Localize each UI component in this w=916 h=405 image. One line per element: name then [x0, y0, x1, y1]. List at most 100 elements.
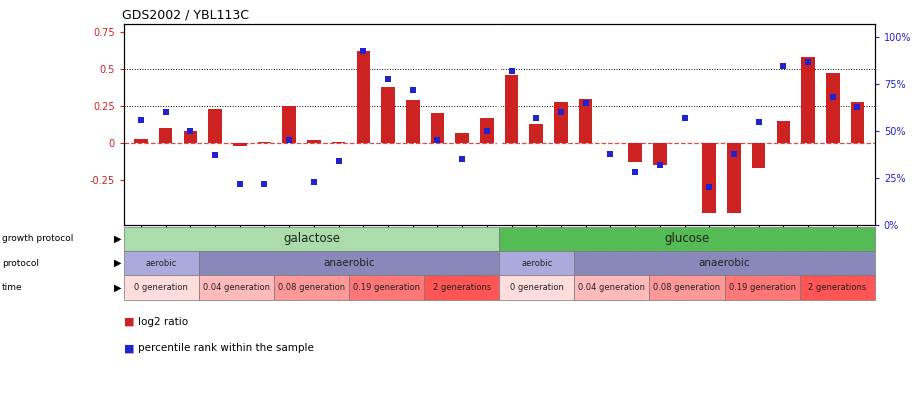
Bar [431, 113, 444, 143]
Text: 2 generations: 2 generations [432, 283, 491, 292]
Bar [800, 275, 875, 300]
Bar [574, 251, 875, 275]
Point [603, 150, 617, 157]
Text: ▶: ▶ [114, 283, 122, 292]
Point [480, 128, 495, 134]
Bar [208, 109, 222, 143]
Point [134, 117, 148, 123]
Point [726, 150, 741, 157]
Text: ▶: ▶ [114, 258, 122, 268]
Text: glucose: glucose [664, 232, 710, 245]
Bar [349, 275, 424, 300]
Bar [183, 131, 197, 143]
Point [825, 94, 840, 100]
Point [158, 109, 173, 115]
Text: galactose: galactose [283, 232, 340, 245]
Bar [356, 51, 370, 143]
Bar [529, 124, 543, 143]
Bar [703, 143, 716, 213]
Point [751, 119, 766, 125]
Bar [499, 227, 875, 251]
Text: aerobic: aerobic [521, 259, 552, 268]
Point [850, 104, 865, 110]
Point [381, 75, 396, 82]
Text: aerobic: aerobic [146, 259, 177, 268]
Point [257, 180, 272, 187]
Bar [505, 75, 518, 143]
Text: protocol: protocol [2, 259, 38, 268]
Bar [752, 143, 766, 168]
Point [406, 87, 420, 93]
Point [677, 115, 692, 121]
Bar [455, 133, 469, 143]
Bar [574, 275, 649, 300]
Text: growth protocol: growth protocol [2, 234, 73, 243]
Bar [381, 87, 395, 143]
Bar [406, 100, 420, 143]
Point [282, 137, 297, 144]
Bar [124, 275, 199, 300]
Text: ▶: ▶ [114, 234, 122, 244]
Text: time: time [2, 283, 23, 292]
Point [233, 180, 247, 187]
Point [578, 100, 593, 106]
Text: 0.04 generation: 0.04 generation [578, 283, 646, 292]
Bar [499, 251, 574, 275]
Bar [725, 275, 800, 300]
Point [652, 162, 667, 168]
Point [332, 158, 346, 164]
Bar [332, 142, 345, 143]
Bar [851, 102, 865, 143]
Bar [826, 73, 840, 143]
Text: 0.19 generation: 0.19 generation [728, 283, 796, 292]
Point [504, 68, 518, 75]
Bar [727, 143, 741, 213]
Bar [649, 275, 725, 300]
Bar [134, 139, 147, 143]
Bar [424, 275, 499, 300]
Text: log2 ratio: log2 ratio [138, 317, 189, 327]
Text: 0.04 generation: 0.04 generation [202, 283, 270, 292]
Point [183, 128, 198, 134]
Text: 0 generation: 0 generation [510, 283, 563, 292]
Text: anaerobic: anaerobic [699, 258, 750, 268]
Point [702, 184, 716, 190]
Text: ■: ■ [124, 343, 134, 353]
Bar [777, 121, 791, 143]
Text: anaerobic: anaerobic [323, 258, 375, 268]
Text: 2 generations: 2 generations [808, 283, 867, 292]
Bar [282, 106, 296, 143]
Bar [653, 143, 667, 165]
Bar [480, 118, 494, 143]
Bar [124, 251, 199, 275]
Point [627, 169, 642, 175]
Text: percentile rank within the sample: percentile rank within the sample [138, 343, 314, 353]
Bar [579, 98, 593, 143]
Text: 0.08 generation: 0.08 generation [653, 283, 721, 292]
Point [529, 115, 543, 121]
Point [776, 62, 791, 69]
Bar [628, 143, 642, 162]
Point [455, 156, 470, 162]
Bar [199, 275, 274, 300]
Point [356, 47, 371, 54]
Bar [199, 251, 499, 275]
Bar [158, 128, 172, 143]
Text: 0 generation: 0 generation [135, 283, 188, 292]
Point [801, 59, 815, 65]
Point [553, 109, 568, 115]
Text: 0.19 generation: 0.19 generation [353, 283, 420, 292]
Bar [802, 57, 815, 143]
Point [208, 152, 223, 159]
Text: 0.08 generation: 0.08 generation [278, 283, 345, 292]
Text: GDS2002 / YBL113C: GDS2002 / YBL113C [122, 9, 249, 22]
Text: ■: ■ [124, 317, 134, 327]
Bar [124, 227, 499, 251]
Bar [257, 142, 271, 143]
Bar [274, 275, 349, 300]
Bar [554, 102, 568, 143]
Bar [307, 140, 321, 143]
Point [307, 179, 322, 185]
Bar [499, 275, 574, 300]
Point [431, 137, 445, 144]
